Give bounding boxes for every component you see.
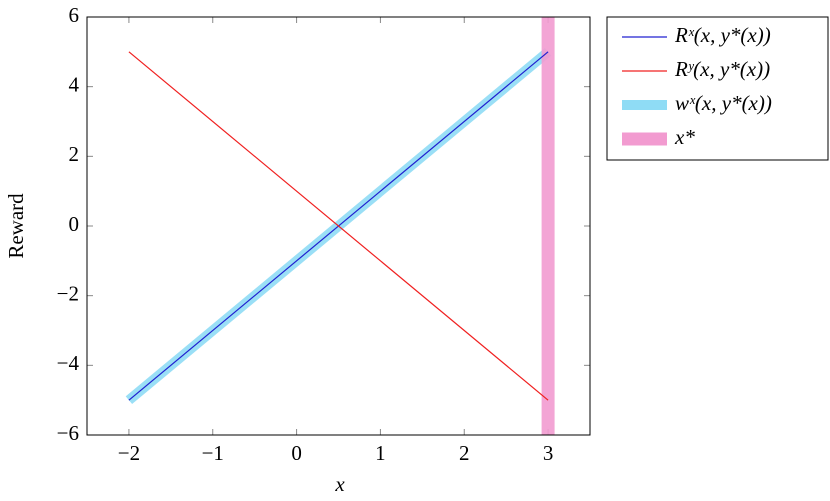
y-tick-label: 2 [69, 142, 80, 166]
y-axis-label: Reward [4, 193, 28, 259]
x-axis-label: x [334, 472, 345, 496]
y-tick-label: 6 [69, 3, 80, 27]
x-tick-label: −1 [202, 441, 224, 465]
x-tick-label: 2 [459, 441, 470, 465]
legend-label: Rˣ(x, y*(x)) [674, 23, 771, 47]
legend-label: x* [674, 125, 695, 149]
series-line [128, 51, 549, 401]
y-tick-label: 0 [69, 212, 80, 236]
x-tick-label: 1 [375, 441, 386, 465]
x-tick-label: −2 [118, 441, 140, 465]
legend-label: Rʸ(x, y*(x)) [674, 57, 770, 81]
x-tick-label: 3 [543, 441, 554, 465]
y-tick-label: −2 [57, 281, 79, 305]
y-tick-label: −4 [57, 351, 80, 375]
legend-label: wˣ(x, y*(x)) [675, 91, 772, 115]
plot-frame [86, 16, 591, 436]
y-tick-label: 4 [69, 72, 80, 96]
y-tick-label: −6 [57, 421, 79, 445]
x-tick-label: 0 [291, 441, 302, 465]
